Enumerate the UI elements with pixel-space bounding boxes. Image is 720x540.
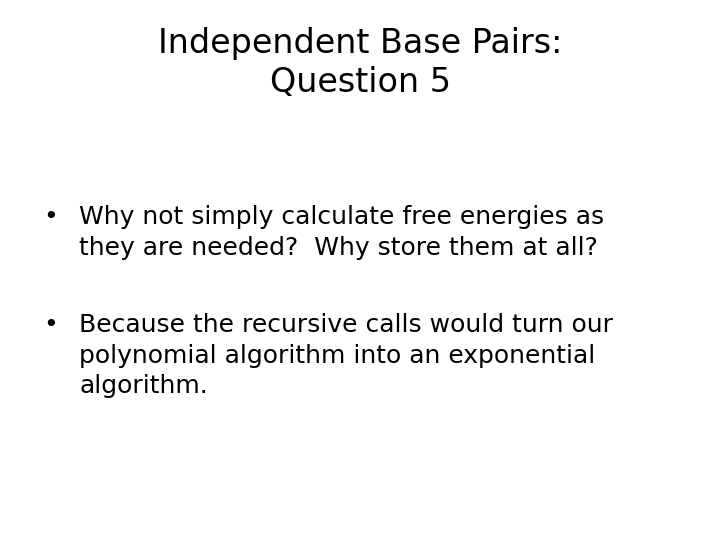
Text: •: •: [43, 205, 58, 229]
Text: •: •: [43, 313, 58, 337]
Text: Why not simply calculate free energies as
they are needed?  Why store them at al: Why not simply calculate free energies a…: [79, 205, 604, 260]
Text: Independent Base Pairs:
Question 5: Independent Base Pairs: Question 5: [158, 27, 562, 99]
Text: Because the recursive calls would turn our
polynomial algorithm into an exponent: Because the recursive calls would turn o…: [79, 313, 613, 399]
